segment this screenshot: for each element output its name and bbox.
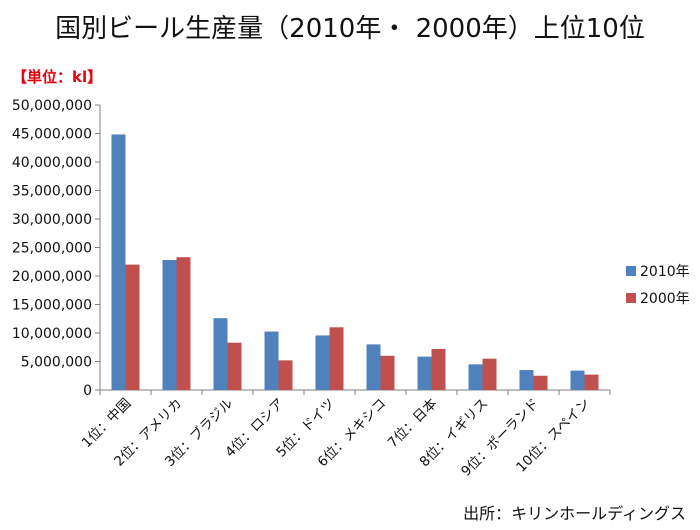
bar-2000 (125, 264, 140, 390)
bar-2010 (111, 134, 126, 390)
bar-2010 (519, 370, 534, 390)
y-tick-label: 35,000,000 (12, 184, 92, 200)
bar-2010 (315, 335, 330, 390)
y-tick-label: 10,000,000 (12, 326, 92, 342)
bar-2000 (278, 360, 293, 390)
legend-label: 2010年 (640, 264, 690, 280)
bar-2000 (482, 358, 497, 390)
y-tick-label: 5,000,000 (21, 355, 92, 371)
legend-swatch (626, 266, 636, 276)
source-note: 出所：キリンホールディングス (463, 504, 686, 523)
bar-2010 (213, 318, 228, 390)
y-tick-label: 15,000,000 (12, 298, 92, 314)
bar-2000 (431, 348, 446, 390)
y-tick-label: 0 (83, 383, 92, 399)
chart-title: 国別ビール生産量（2010年・ 2000年）上位10位 (55, 14, 645, 44)
bar-2000 (380, 355, 395, 390)
legend-label: 2000年 (640, 291, 690, 307)
y-tick-label: 50,000,000 (12, 98, 92, 114)
bar-2010 (264, 331, 279, 390)
y-tick-label: 25,000,000 (12, 241, 92, 257)
y-tick-label: 30,000,000 (12, 212, 92, 228)
bar-2000 (329, 327, 344, 390)
bar-2010 (570, 370, 585, 390)
legend-swatch (626, 293, 636, 303)
bar-2010 (417, 356, 432, 390)
y-tick-label: 45,000,000 (12, 127, 92, 143)
bar-2010 (366, 344, 381, 390)
bar-2010 (468, 364, 483, 390)
bar-2000 (227, 342, 242, 390)
y-tick-label: 40,000,000 (12, 155, 92, 171)
bar-2000 (584, 374, 599, 390)
unit-label: 【単位：kl】 (12, 68, 103, 86)
bar-2000 (176, 257, 191, 390)
bar-2000 (533, 375, 548, 390)
y-tick-label: 20,000,000 (12, 269, 92, 285)
bar-2010 (162, 260, 177, 390)
